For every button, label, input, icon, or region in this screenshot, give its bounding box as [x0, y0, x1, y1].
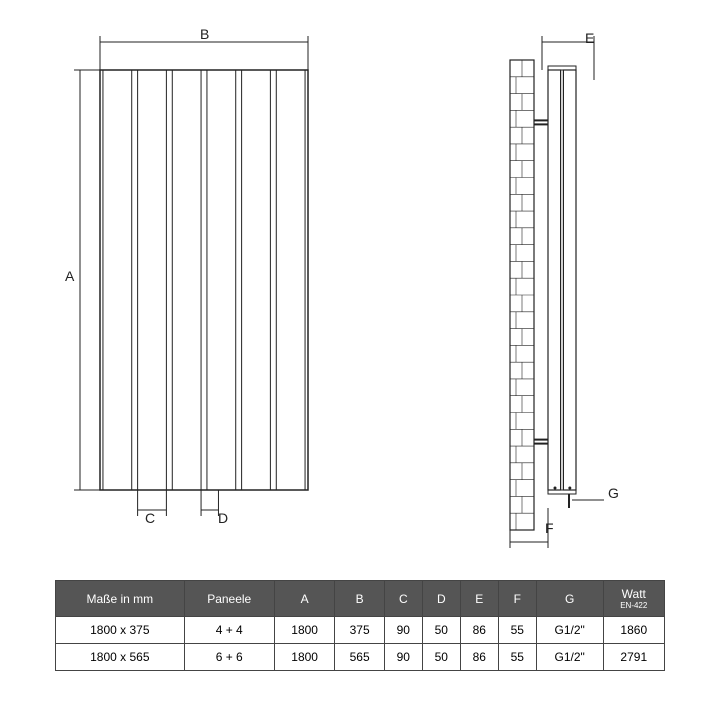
- label-G: G: [608, 485, 619, 501]
- technical-drawing: A B C D E F G: [0, 0, 720, 570]
- col-header: A: [274, 581, 335, 617]
- table-cell: 1800: [274, 617, 335, 644]
- table-cell: 55: [498, 617, 536, 644]
- col-header: C: [384, 581, 422, 617]
- label-E: E: [585, 30, 594, 46]
- table-cell: 50: [422, 617, 460, 644]
- col-header: F: [498, 581, 536, 617]
- table-cell: 375: [335, 617, 384, 644]
- table-cell: G1/2": [536, 644, 603, 671]
- table-cell: 1800 x 375: [56, 617, 185, 644]
- label-B: B: [200, 26, 209, 42]
- table-cell: 2791: [603, 644, 664, 671]
- table-cell: 90: [384, 617, 422, 644]
- table-cell: G1/2": [536, 617, 603, 644]
- dimension-table: Maße in mmPaneeleABCDEFGWattEN-422 1800 …: [55, 580, 665, 671]
- table-cell: 6 + 6: [184, 644, 274, 671]
- table-row: 1800 x 3754 + 4180037590508655G1/2"1860: [56, 617, 665, 644]
- col-header: WattEN-422: [603, 581, 664, 617]
- table-cell: 565: [335, 644, 384, 671]
- label-F: F: [545, 520, 554, 536]
- table-row: 1800 x 5656 + 6180056590508655G1/2"2791: [56, 644, 665, 671]
- col-header: D: [422, 581, 460, 617]
- table-cell: 55: [498, 644, 536, 671]
- col-header: E: [460, 581, 498, 617]
- table-cell: 50: [422, 644, 460, 671]
- table-cell: 1860: [603, 617, 664, 644]
- spec-table: Maße in mmPaneeleABCDEFGWattEN-422 1800 …: [55, 580, 665, 671]
- col-header: B: [335, 581, 384, 617]
- label-A: A: [65, 268, 74, 284]
- table-cell: 86: [460, 617, 498, 644]
- table-cell: 1800: [274, 644, 335, 671]
- table-cell: 4 + 4: [184, 617, 274, 644]
- col-header: Maße in mm: [56, 581, 185, 617]
- table-cell: 90: [384, 644, 422, 671]
- table-cell: 86: [460, 644, 498, 671]
- label-C: C: [145, 510, 155, 526]
- table-cell: 1800 x 565: [56, 644, 185, 671]
- label-D: D: [218, 510, 228, 526]
- col-header: Paneele: [184, 581, 274, 617]
- col-header: G: [536, 581, 603, 617]
